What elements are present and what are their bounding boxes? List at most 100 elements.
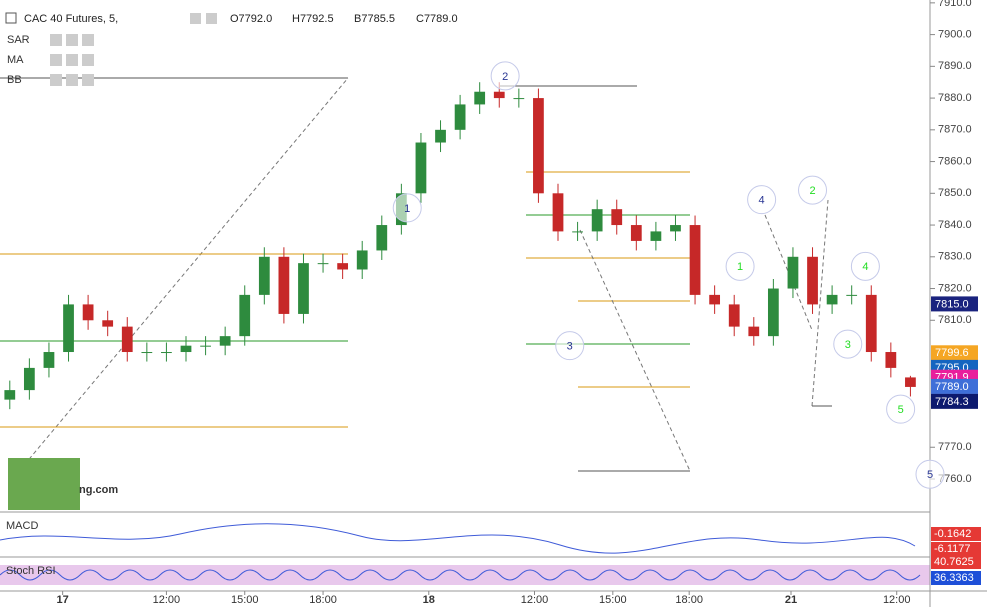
x-tick-label: 18:00 — [675, 594, 703, 606]
macd-line — [0, 523, 916, 554]
dashed-line — [579, 229, 691, 472]
indicator-icon[interactable] — [50, 74, 62, 86]
wave-label: 4 — [862, 261, 868, 273]
x-tick-label: 18 — [423, 594, 435, 606]
candle-body — [748, 326, 760, 337]
candle-body — [63, 304, 74, 353]
panel-label: 36.3363 — [934, 572, 974, 584]
x-tick-label: 21 — [785, 594, 797, 606]
x-tick-label: 12:00 — [883, 594, 911, 606]
y-tick-label: 7850.0 — [938, 187, 972, 199]
stoch-line — [0, 569, 921, 581]
candle-body — [846, 294, 858, 296]
y-tick-label: 7820.0 — [938, 282, 972, 294]
candle-body — [709, 294, 721, 305]
y-tick-label: 7810.0 — [938, 314, 972, 326]
candle-body — [82, 304, 94, 321]
candle-body — [121, 326, 133, 353]
indicator-name: MA — [7, 54, 24, 66]
indicator-icon[interactable] — [82, 74, 94, 86]
candle-body — [728, 304, 740, 327]
candle-body — [689, 225, 701, 295]
y-tick-label: 7760.0 — [938, 473, 972, 485]
y-tick-label: 7860.0 — [938, 155, 972, 167]
wave-circle — [725, 251, 755, 281]
candle-body — [180, 345, 192, 353]
candle-body — [415, 142, 427, 194]
candle-body — [376, 225, 388, 251]
candle-body — [317, 263, 329, 265]
indicator-icon[interactable] — [66, 74, 78, 86]
candle-body — [435, 129, 446, 143]
candle-body — [337, 263, 349, 270]
wave-circle — [392, 193, 422, 223]
panel-label-box — [931, 542, 981, 556]
indicator-icon[interactable] — [66, 34, 78, 46]
y-tick-label: 7900.0 — [938, 29, 972, 41]
logo — [8, 458, 80, 510]
indicator-icon[interactable] — [66, 54, 78, 66]
setting-icon[interactable] — [190, 13, 201, 24]
dashed-line — [19, 77, 349, 471]
candle-body — [905, 377, 916, 387]
symbol-title: CAC 40 Futures, 5, — [24, 13, 118, 25]
candle-body — [454, 104, 466, 130]
wave-circle — [915, 459, 945, 489]
candle-body — [474, 91, 486, 105]
candle-body — [102, 320, 114, 327]
candle-body — [885, 352, 897, 368]
panel-label: 40.7625 — [934, 556, 974, 568]
indicator-name: BB — [7, 74, 22, 86]
wave-circle — [886, 394, 916, 424]
x-tick-label: 18:00 — [309, 594, 337, 606]
candle-body — [826, 294, 838, 305]
watermark: ng.com — [79, 484, 118, 496]
drawings — [0, 77, 832, 472]
candle-body — [200, 345, 211, 347]
candle-body — [161, 352, 172, 354]
y-tick-label: 7880.0 — [938, 92, 972, 104]
price-label: 7815.0 — [935, 298, 969, 310]
wave-label: 3 — [845, 339, 851, 351]
setting-icon[interactable] — [206, 13, 217, 24]
y-tick-label: 7890.0 — [938, 60, 972, 72]
price-label-box — [931, 296, 978, 312]
candle-body — [787, 256, 799, 289]
wave-label: 5 — [898, 404, 904, 416]
panel-label-box — [931, 571, 981, 585]
candle-body — [552, 193, 564, 232]
indicator-icon[interactable] — [82, 54, 94, 66]
y-tick-label: 7840.0 — [938, 219, 972, 231]
wave-label: 4 — [759, 195, 765, 207]
wave-circle — [850, 251, 880, 281]
candle-body — [650, 231, 662, 241]
candle-body — [807, 256, 818, 305]
x-tick-label: 17 — [57, 594, 69, 606]
y-tick-label: 7910.0 — [938, 0, 972, 9]
ohlc-readout: O7792.0 H7792.5 B7785.5 C7789.0 — [190, 13, 458, 25]
panel-name: Stoch RSI — [6, 565, 56, 577]
wave-label: 1 — [404, 203, 410, 215]
indicator-icon[interactable] — [50, 54, 62, 66]
price-label: 7799.6 — [935, 347, 969, 359]
candle-body — [493, 91, 505, 99]
x-tick-label: 12:00 — [153, 594, 181, 606]
candle-body — [767, 288, 779, 337]
candle-body — [141, 352, 153, 354]
x-tick-label: 15:00 — [231, 594, 259, 606]
price-label-box — [931, 378, 978, 394]
indicator-icon[interactable] — [82, 34, 94, 46]
indicator-icon[interactable] — [50, 34, 62, 46]
candle-body — [298, 263, 309, 314]
collapse-icon[interactable] — [5, 12, 17, 24]
panel-label-box — [931, 555, 981, 569]
y-tick-label: 7870.0 — [938, 124, 972, 136]
candle-body — [43, 352, 55, 368]
candle-body — [670, 225, 681, 232]
y-tick-label: 7770.0 — [938, 441, 972, 453]
ohlc-value: H7792.5 — [292, 13, 334, 25]
candle-body — [258, 256, 270, 295]
wave-label: 3 — [567, 341, 573, 353]
y-tick-label: 7830.0 — [938, 251, 972, 263]
